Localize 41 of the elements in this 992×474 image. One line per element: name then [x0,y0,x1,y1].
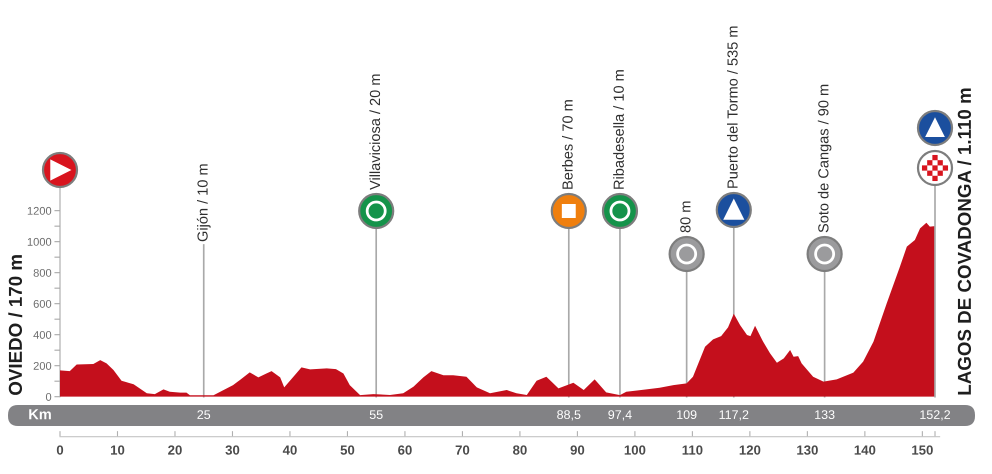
x-tick-label: 110 [682,445,702,455]
x-tick-label: 140 [854,445,876,455]
y-tick-label: 200 [34,362,52,370]
x-tick-label: 20 [168,445,182,455]
ref-line-label: Villaviciosa / 20 m [369,74,380,190]
x2-tick-label: 133 [815,410,834,420]
x-tick-label: 40 [282,445,297,455]
y-tick-label: 800 [34,268,52,277]
x2-tick-label: 152,2 [920,410,950,421]
x-tick-label: 70 [456,445,470,455]
x-tick-label: 150 [912,445,933,455]
x-tick-label: 10 [110,445,124,455]
ref-line-label: LAGOS DE COVADONGA / 1.110 m [957,88,972,394]
ref-line-label: Ribadesella / 10 m [613,70,624,189]
x2-tick-label: 117,2 [720,410,748,421]
x-tick-label: 80 [513,445,527,455]
text: OVIEDO / 170 m [8,255,22,395]
x2-tick-label: 109 [677,410,696,420]
x2-axis-title: Km [29,409,51,420]
x-tick-label: 90 [570,445,584,455]
x-tick-label: 30 [225,445,240,455]
y-tick-label: 1000 [28,238,52,246]
x-tick-label: 120 [740,445,760,455]
y-tick-label: 600 [34,300,52,308]
ref-line-label: Gijón / 10 m [196,164,211,242]
x2-tick-label: 88,5 [557,410,580,421]
x2-tick-label: 55 [370,410,383,420]
x-tick-label: 60 [398,445,412,455]
y-tick-label: 0 [46,392,52,401]
ref-line-label: Berbes / 70 m [562,100,573,189]
x-tick-label: 0 [56,445,64,455]
x2-tick-label: 97,4 [608,410,632,421]
x2-tick-label: 25 [197,410,210,420]
ref-line-label: Soto de Cangas / 90 m [818,84,832,232]
x-tick-label: 50 [340,445,354,455]
x-tick-label: 130 [797,445,818,455]
ref-line-label: 80 m [680,202,691,232]
x-tick-label: 100 [624,445,646,455]
y-tick-label: 400 [33,330,52,339]
ref-line-label: Puerto del Tormo / 535 m [726,26,738,188]
y-tick-label: 1200 [28,206,52,215]
